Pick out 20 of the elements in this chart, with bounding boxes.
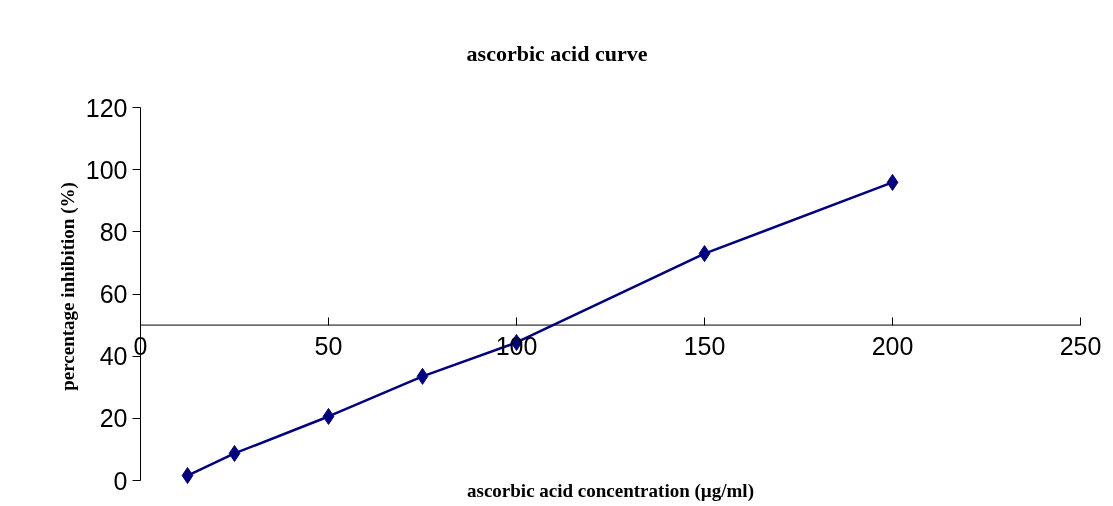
y-tick-label: 60 <box>99 280 128 308</box>
y-tick-label: 100 <box>85 155 128 184</box>
y-tick-label: 80 <box>99 217 128 246</box>
point <box>416 367 429 385</box>
point <box>181 467 194 485</box>
y-tick-label: 20 <box>99 404 128 433</box>
point <box>322 407 335 425</box>
x-axis-title: ascorbic acid concentration (µg/ml) <box>467 479 754 502</box>
y-axis-title: percentage inhibition (%) <box>56 182 79 391</box>
y-tick-label: 0 <box>113 466 128 495</box>
point <box>886 173 899 191</box>
y-tick-label: 120 <box>85 93 128 122</box>
chart-title: ascorbic acid curve <box>466 40 648 66</box>
x-tick-label: 250 <box>1059 332 1102 361</box>
x-tick-label: 150 <box>683 332 726 361</box>
point <box>228 444 241 462</box>
y-tick-label: 40 <box>99 342 128 371</box>
point <box>698 245 711 263</box>
x-tick-label: 50 <box>314 332 343 361</box>
x-tick-label: 200 <box>871 332 914 361</box>
